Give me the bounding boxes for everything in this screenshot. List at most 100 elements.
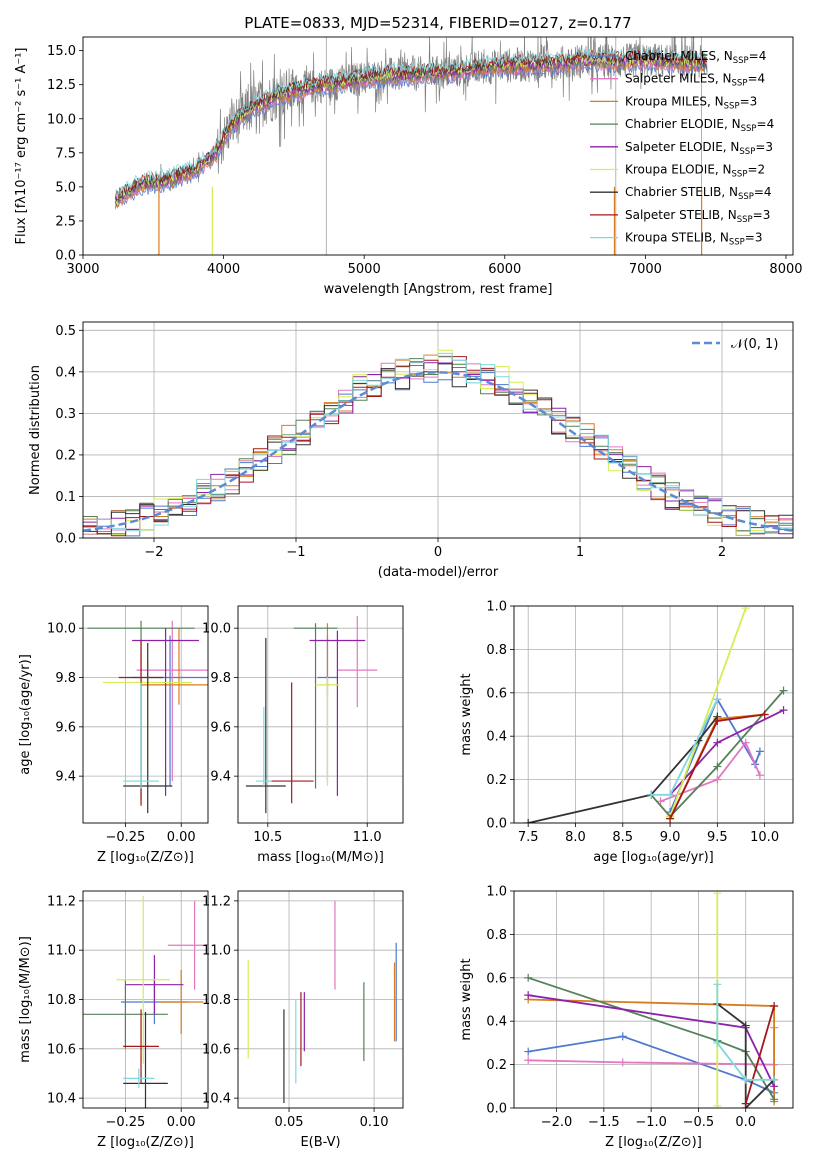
x-tick-label: −2.0 xyxy=(541,1115,573,1130)
x-tick-label: 8.5 xyxy=(612,830,633,845)
x-axis-label: (data-model)/error xyxy=(378,565,499,580)
weight-series-7 xyxy=(744,1005,775,1104)
weight-series-6 xyxy=(716,1003,775,1108)
plot-area-mass_vs_Z xyxy=(83,895,208,1108)
weight-series-8 xyxy=(716,984,775,1081)
x-tick-label: 8.0 xyxy=(565,830,586,845)
y-axis-label: age [log₁₀(age/yr)] xyxy=(18,654,33,775)
weight-marker-8 xyxy=(713,695,722,704)
weight-marker-1 xyxy=(713,775,722,784)
model-spectrum-7 xyxy=(114,49,708,200)
plot-area-age_vs_mass xyxy=(245,615,378,814)
weight-marker-1 xyxy=(741,738,750,747)
y-tick-label: 9.4 xyxy=(210,770,231,785)
panel-weight_vs_Z: −2.0 −1.5 −1.0 −0.5 0.0 0.0 0.2 0.4 0.6 0.8 1.0 Z [… xyxy=(459,885,794,1150)
y-tick-label: 9.6 xyxy=(55,720,76,735)
legend-label-4: Salpeter ELODIE, NSSP=3 xyxy=(625,140,773,157)
legend-suffix: =3 xyxy=(755,140,773,154)
axes-frame xyxy=(237,890,404,1109)
y-tick-label: 9.4 xyxy=(55,770,76,785)
y-tick-label: 0.1 xyxy=(55,490,76,505)
x-tick-label: 1 xyxy=(576,545,584,560)
legend-label-6: Chabrier STELIB, NSSP=4 xyxy=(625,185,772,202)
weight-marker-1 xyxy=(618,1058,627,1067)
weight-marker-6 xyxy=(524,819,533,823)
plot-area-weight_vs_Z xyxy=(524,891,779,1108)
y-tick-label: 1.0 xyxy=(486,600,507,615)
y-tick-label: 0.4 xyxy=(486,1015,507,1030)
axes-frame xyxy=(82,321,794,539)
y-tick-label: 2.5 xyxy=(55,214,76,229)
legend-suffix: =4 xyxy=(757,117,775,131)
weight-marker-6 xyxy=(741,1021,750,1030)
legend-label-7: Salpeter STELIB, NSSP=3 xyxy=(625,208,770,225)
x-axis-label: E(B-V) xyxy=(300,1135,340,1150)
legend-suffix: =4 xyxy=(747,72,765,86)
weight-marker-8 xyxy=(713,980,722,989)
y-tick-label: 0.8 xyxy=(486,643,507,658)
y-tick-label: 0.8 xyxy=(486,928,507,943)
weight-marker-8 xyxy=(713,1038,722,1047)
weight-marker-7 xyxy=(770,1002,779,1011)
axes-frame xyxy=(237,605,404,824)
y-tick-label: 0.5 xyxy=(55,324,76,339)
weight-marker-0 xyxy=(755,747,764,756)
weight-series-0 xyxy=(528,1035,775,1094)
axes-frame xyxy=(513,605,794,824)
y-tick-label: 0.2 xyxy=(486,773,507,788)
y-tick-label: 10.8 xyxy=(47,993,76,1008)
axes-frame xyxy=(82,890,209,1109)
legend-subscript: SSP xyxy=(737,215,753,225)
y-tick-label: 0.4 xyxy=(55,365,76,380)
y-axis-label: mass weight xyxy=(459,958,474,1040)
weight-marker-8 xyxy=(770,1075,779,1084)
legend-subscript: SSP xyxy=(724,101,740,111)
panel-weight_vs_age: 7.5 8.0 8.5 9.0 9.5 10.0 0.0 0.2 0.4 0.6 0.8 1.0 age… xyxy=(459,600,794,865)
y-axis-label: Normed distribution xyxy=(28,365,43,495)
legend-suffix: =3 xyxy=(745,231,763,245)
legend-label-1: Salpeter MILES, NSSP=4 xyxy=(625,72,765,89)
weight-marker-4 xyxy=(713,738,722,747)
legend-suffix: =4 xyxy=(749,49,767,63)
x-tick-label: −0.25 xyxy=(105,1115,145,1130)
plot-area-residuals xyxy=(83,349,793,538)
weight-marker-8 xyxy=(666,790,675,799)
x-tick-label: 10.5 xyxy=(253,830,282,845)
weight-marker-1 xyxy=(755,771,764,780)
legend-subscript: SSP xyxy=(732,79,748,89)
weight-marker-7 xyxy=(741,1099,750,1108)
legend-gaussian-label: 𝒩(0, 1) xyxy=(731,337,778,352)
weight-marker-8 xyxy=(741,1075,750,1084)
gaussian-curve xyxy=(83,371,793,532)
y-tick-label: 11.2 xyxy=(47,894,76,909)
weight-marker-4 xyxy=(524,991,533,1000)
x-tick-label: 9.5 xyxy=(707,830,728,845)
plot-area-mass_vs_ebv xyxy=(247,900,397,1104)
weight-marker-7 xyxy=(760,710,769,719)
y-tick-label: 10.8 xyxy=(202,993,231,1008)
x-tick-label: 8000 xyxy=(769,262,802,277)
weight-marker-5 xyxy=(741,606,750,613)
observed-spectrum xyxy=(115,37,708,206)
x-tick-label: 0.0 xyxy=(735,1115,756,1130)
x-tick-label: 10.0 xyxy=(750,830,779,845)
x-axis-label: Z [log₁₀(Z/Z⊙)] xyxy=(97,850,194,865)
y-tick-label: 0.0 xyxy=(55,532,76,547)
x-tick-label: −1 xyxy=(286,545,305,560)
legend-suffix: =3 xyxy=(753,208,771,222)
weight-series-0 xyxy=(669,697,761,813)
y-axis-label: Flux [fλ10⁻¹⁷ erg cm⁻² s⁻¹ A⁻¹] xyxy=(14,48,29,245)
figure-title: PLATE=0833, MJD=52314, FIBERID=0127, z=0… xyxy=(244,14,631,32)
x-tick-label: −1.0 xyxy=(635,1115,667,1130)
y-axis-label: mass [log₁₀(M/M⊙)] xyxy=(18,936,33,1063)
weight-marker-0 xyxy=(524,1047,533,1056)
weight-marker-3 xyxy=(770,1095,779,1104)
y-tick-label: 0.2 xyxy=(55,448,76,463)
model-spectrum-2 xyxy=(114,57,708,209)
legend-label-5: Kroupa ELODIE, NSSP=2 xyxy=(625,163,765,180)
model-spectrum-5 xyxy=(114,52,708,204)
x-tick-label: 11.0 xyxy=(353,830,382,845)
y-tick-label: 9.6 xyxy=(210,720,231,735)
x-axis-label: age [log₁₀(age/yr)] xyxy=(593,850,714,865)
